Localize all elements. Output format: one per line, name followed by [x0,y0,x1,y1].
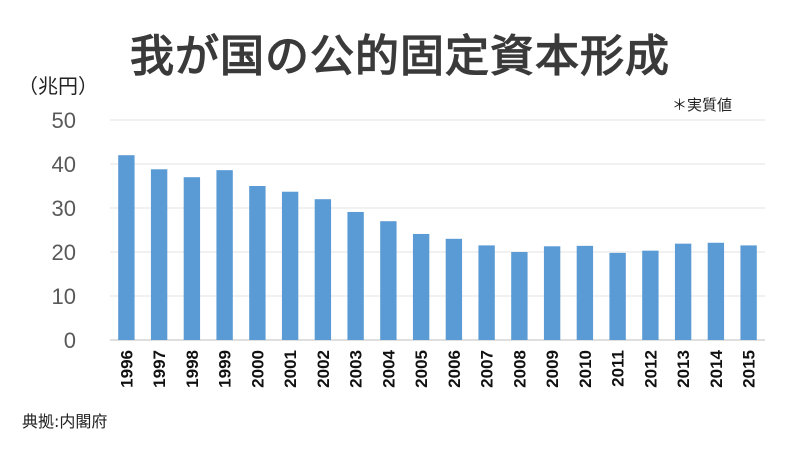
x-tick-label: 2014 [707,349,726,387]
source-label: 典拠:内閣府 [22,412,108,431]
bar-2005 [412,233,430,340]
y-tick-label: 50 [52,108,76,133]
chart-note: ＊実質値 [672,96,733,114]
x-tick-label: 2004 [379,349,398,387]
x-tick-label: 1999 [216,350,235,388]
bar-2004 [380,221,397,340]
x-tick-label: 1996 [117,350,136,388]
x-tick-label: 2003 [347,350,366,388]
y-tick-label: 40 [52,152,76,177]
y-tick-label: 0 [64,328,76,353]
x-tick-label: 2015 [740,350,759,388]
bar-1997 [150,169,168,340]
bar-2000 [249,186,266,340]
x-tick-label: 2009 [543,350,562,388]
x-tick-label: 2001 [281,350,300,388]
x-tick-label: 2011 [609,350,628,387]
x-tick-label: 1998 [183,350,202,388]
x-tick-label: 2008 [510,350,529,388]
y-tick-label: 10 [52,284,76,309]
bar-2010 [576,245,594,340]
bar-2008 [511,252,528,340]
bar-1996 [118,155,135,340]
y-tick-label: 20 [52,240,76,265]
bar-2006 [445,238,463,340]
x-tick-label: 2010 [576,350,595,388]
x-tick-label: 2012 [641,350,660,388]
y-axis-unit-label: （兆円） [18,74,98,98]
y-tick-label: 30 [52,196,76,221]
bar-2011 [609,252,626,340]
x-tick-label: 2007 [478,350,497,388]
bar-2013 [674,243,692,340]
x-tick-label: 2000 [248,350,267,388]
x-tick-label: 1997 [150,350,169,388]
bar-2007 [478,245,495,340]
bar-2009 [543,246,561,340]
bar-1998 [183,177,201,340]
chart-title: 我が国の公的固定資本形成 [130,31,670,82]
bar-2012 [642,250,659,340]
x-tick-label: 2006 [445,350,464,388]
bar-2015 [740,245,757,340]
x-tick-label: 2002 [314,350,333,388]
bar-2001 [281,191,299,340]
bar-2002 [314,199,332,340]
bar-1999 [216,170,233,340]
x-tick-label: 2005 [412,350,431,388]
x-tick-label: 2013 [674,350,693,388]
bar-2003 [347,211,364,340]
bar-2014 [707,242,725,340]
